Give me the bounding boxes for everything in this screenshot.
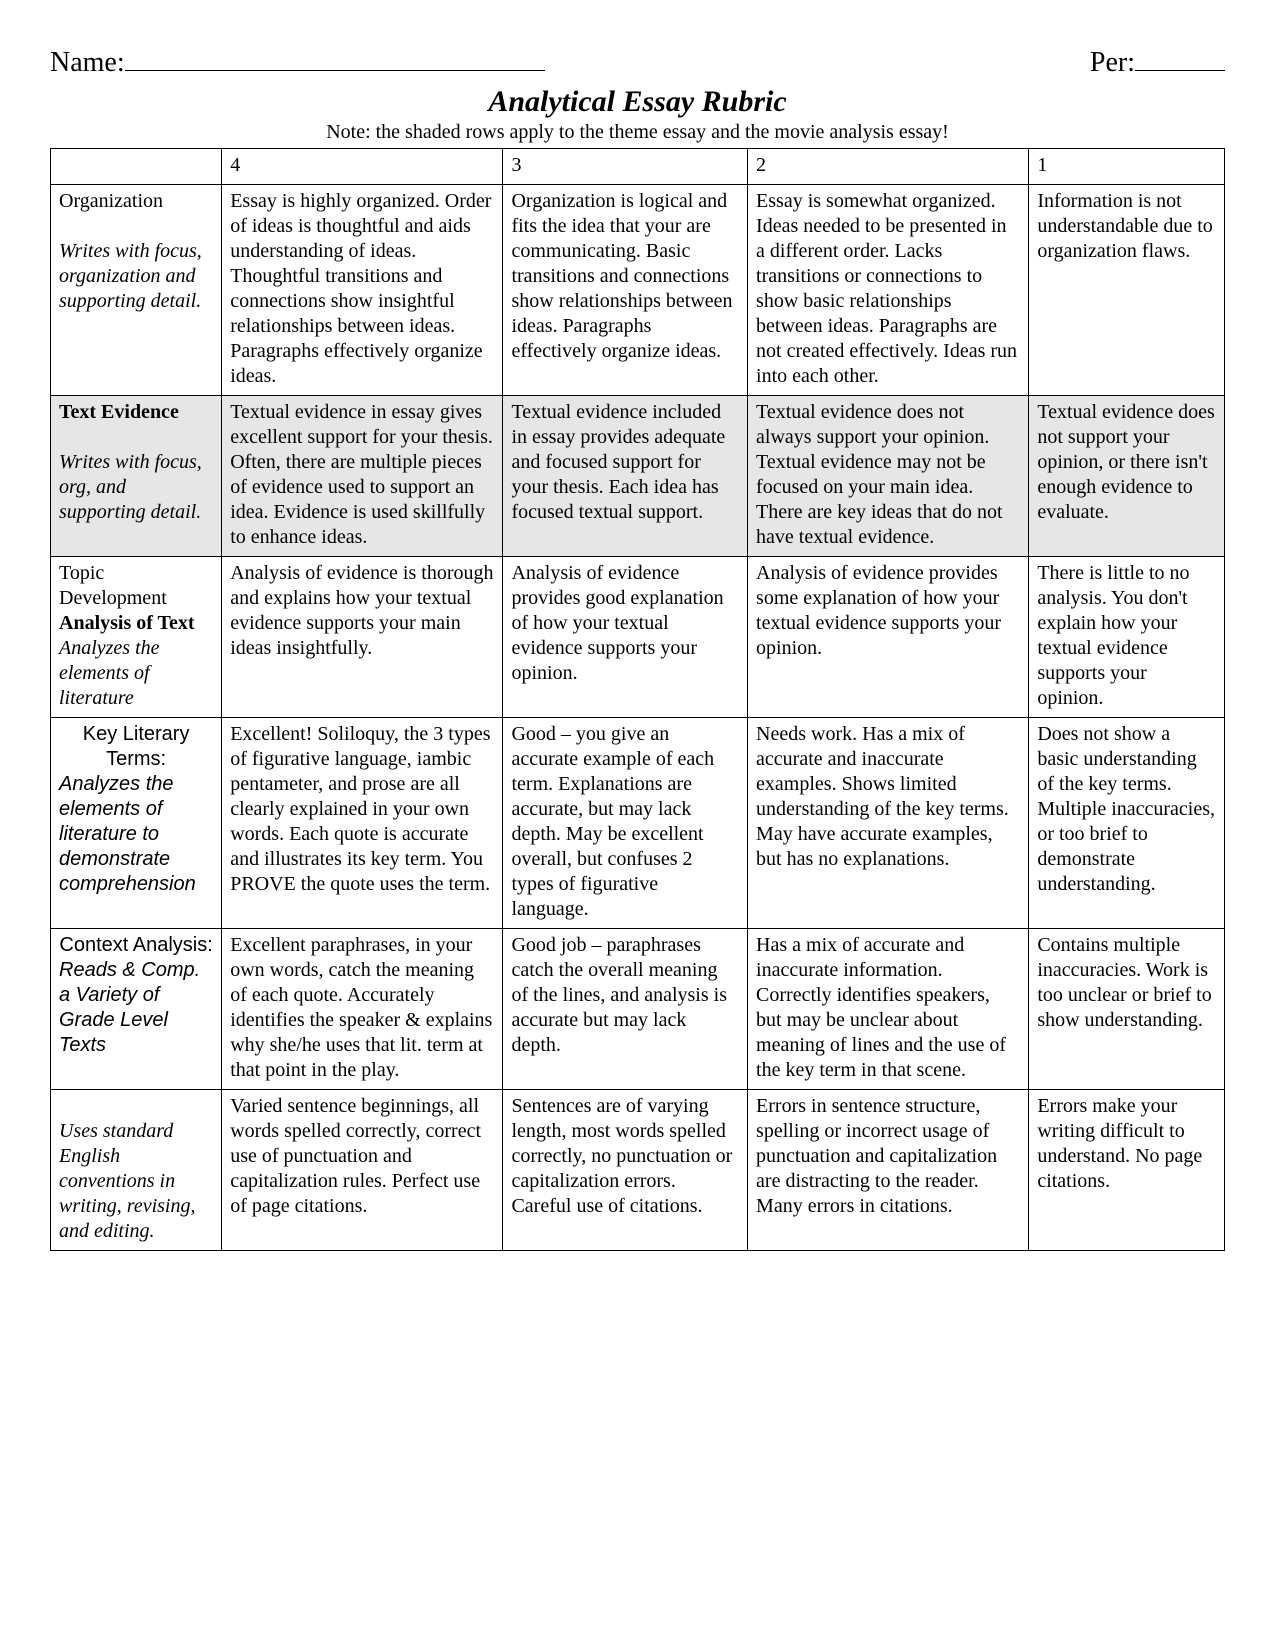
row-evidence: Text Evidence Writes with focus, org, an… — [51, 395, 1225, 556]
context-4: Excellent paraphrases, in your own words… — [222, 928, 503, 1089]
per-blank[interactable] — [1135, 40, 1225, 71]
keylit-ital: Analyzes the elements of literature to d… — [59, 773, 196, 895]
org-3: Organization is logical and fits the ide… — [503, 184, 748, 395]
ev-3: Textual evidence included in essay provi… — [503, 395, 748, 556]
conv-4: Varied sentence beginnings, all words sp… — [222, 1089, 503, 1250]
per-field: Per: — [1090, 40, 1225, 79]
topic-2: Analysis of evidence provides some expla… — [748, 556, 1029, 717]
label-conventions: Uses standard English conventions in wri… — [51, 1089, 222, 1250]
keylit-3: Good – you give an accurate example of e… — [503, 717, 748, 928]
context-2: Has a mix of accurate and inaccurate inf… — [748, 928, 1029, 1089]
name-label: Name: — [50, 47, 125, 79]
name-field: Name: — [50, 40, 545, 79]
keylit-2: Needs work. Has a mix of accurate and in… — [748, 717, 1029, 928]
org-sub: Writes with focus, organization and supp… — [59, 240, 202, 312]
topic-3: Analysis of evidence provides good expla… — [503, 556, 748, 717]
page-title: Analytical Essay Rubric — [50, 85, 1225, 119]
row-conventions: Uses standard English conventions in wri… — [51, 1089, 1225, 1250]
blank-header — [51, 148, 222, 184]
score-2: 2 — [748, 148, 1029, 184]
label-evidence: Text Evidence Writes with focus, org, an… — [51, 395, 222, 556]
ev-sub: Writes with focus, org, and supporting d… — [59, 451, 202, 523]
label-keylit: Key Literary Terms: Analyzes the element… — [51, 717, 222, 928]
org-2: Essay is somewhat organized. Ideas neede… — [748, 184, 1029, 395]
page-note: Note: the shaded rows apply to the theme… — [50, 121, 1225, 144]
per-label: Per: — [1090, 47, 1135, 79]
topic-bold: Analysis of Text — [59, 612, 195, 634]
row-topic: Topic Development Analysis of Text Analy… — [51, 556, 1225, 717]
context-ital: Reads & Comp. a Variety of Grade Level T… — [59, 959, 200, 1056]
score-3: 3 — [503, 148, 748, 184]
score-header-row: 4 3 2 1 — [51, 148, 1225, 184]
org-main: Organization — [59, 190, 163, 212]
conv-2: Errors in sentence structure, spelling o… — [748, 1089, 1029, 1250]
header-line: Name: Per: — [50, 40, 1225, 79]
keylit-4: Excellent! Soliloquy, the 3 types of fig… — [222, 717, 503, 928]
ev-1: Textual evidence does not support your o… — [1029, 395, 1225, 556]
topic-4: Analysis of evidence is thorough and exp… — [222, 556, 503, 717]
score-1: 1 — [1029, 148, 1225, 184]
context-3: Good job – paraphrases catch the overall… — [503, 928, 748, 1089]
keylit-line1: Key Literary Terms: — [59, 722, 213, 772]
row-keylit: Key Literary Terms: Analyzes the element… — [51, 717, 1225, 928]
conv-3: Sentences are of varying length, most wo… — [503, 1089, 748, 1250]
keylit-1: Does not show a basic understanding of t… — [1029, 717, 1225, 928]
topic-1: There is little to no analysis. You don'… — [1029, 556, 1225, 717]
row-organization: Organization Writes with focus, organiza… — [51, 184, 1225, 395]
org-4: Essay is highly organized. Order of idea… — [222, 184, 503, 395]
org-1: Information is not understandable due to… — [1029, 184, 1225, 395]
row-context: Context Analysis: Reads & Comp. a Variet… — [51, 928, 1225, 1089]
topic-ital: Analyzes the elements of literature — [59, 637, 160, 709]
name-blank[interactable] — [125, 40, 545, 71]
score-4: 4 — [222, 148, 503, 184]
rubric-table: 4 3 2 1 Organization Writes with focus, … — [50, 148, 1225, 1251]
ev-main: Text Evidence — [59, 401, 179, 423]
ev-4: Textual evidence in essay gives excellen… — [222, 395, 503, 556]
label-context: Context Analysis: Reads & Comp. a Variet… — [51, 928, 222, 1089]
context-line1: Context Analysis: — [59, 933, 213, 958]
topic-line1: Topic Development — [59, 562, 167, 609]
conv-1: Errors make your writing difficult to un… — [1029, 1089, 1225, 1250]
label-topic: Topic Development Analysis of Text Analy… — [51, 556, 222, 717]
context-1: Contains multiple inaccuracies. Work is … — [1029, 928, 1225, 1089]
conv-ital: Uses standard English conventions in wri… — [59, 1120, 195, 1242]
label-organization: Organization Writes with focus, organiza… — [51, 184, 222, 395]
ev-2: Textual evidence does not always support… — [748, 395, 1029, 556]
